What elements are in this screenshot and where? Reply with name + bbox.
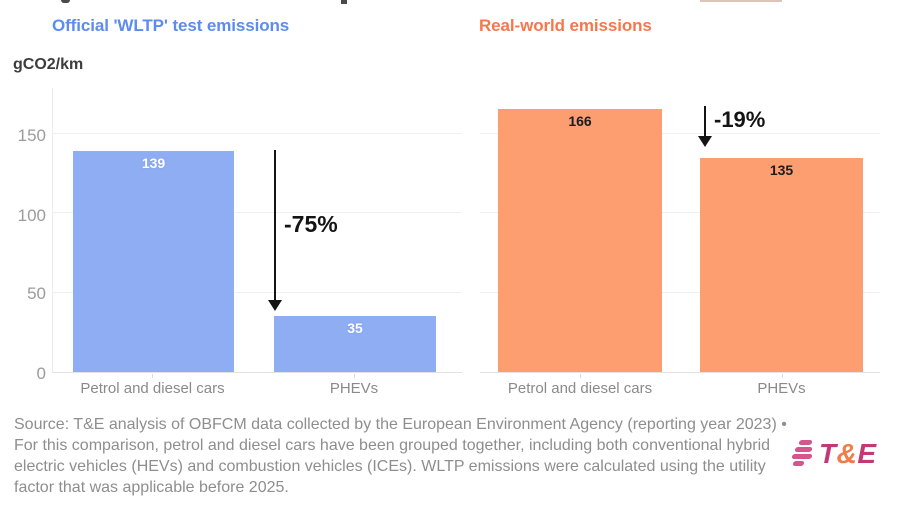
gridline-50 [53, 292, 462, 293]
x-axis-tick [580, 374, 581, 378]
x-axis-tick [782, 374, 783, 378]
wltp-decrease-annotation: -75% [284, 211, 338, 237]
source-line: factor that was applicable before 2025. [14, 479, 289, 496]
real-world-decrease-annotation: -19% [714, 107, 766, 132]
gridline-50 [480, 292, 880, 293]
gridline-150 [53, 133, 462, 134]
y-tick-100: 100 [17, 206, 46, 225]
arrow-head-icon [268, 300, 282, 311]
te-logo: T&E [791, 438, 877, 470]
cropped-title-fragment [341, 0, 347, 4]
y-tick-50: 50 [27, 284, 46, 303]
source-line: For this comparison, petrol and diesel c… [14, 437, 771, 454]
bar-real-world-petrol-diesel: 166 [498, 109, 662, 372]
bar-value-label: 135 [769, 162, 794, 178]
decrease-arrow-wltp [274, 150, 276, 301]
bar-value-label: 139 [141, 155, 166, 171]
bar-wltp-phevs: 35 [274, 316, 436, 372]
real-world-chart-plot: 166 135 [480, 88, 880, 373]
source-line: Source: T&E analysis of OBFCM data colle… [14, 416, 787, 433]
gridline-100 [480, 212, 880, 213]
te-speedlines-icon [791, 439, 813, 469]
category-label-wltp-phevs: PHEVs [329, 380, 379, 397]
bar-value-label: 35 [347, 320, 363, 336]
source-footnote: Source: T&E analysis of OBFCM data colle… [14, 414, 787, 498]
category-label-real-world-phevs: PHEVs [757, 380, 806, 397]
bar-wltp-petrol-diesel: 139 [73, 151, 234, 372]
x-axis-tick [354, 374, 355, 378]
wltp-chart-plot: 139 35 [52, 88, 462, 373]
cropped-title-fragment [61, 0, 70, 3]
y-axis-unit-label: gCO2/km [13, 56, 84, 73]
decrease-arrow-real-world [704, 106, 706, 137]
gridline-150 [480, 133, 880, 134]
source-line: electric vehicles (HEVs) and combustion … [14, 458, 766, 475]
x-axis-tick [152, 374, 153, 378]
cropped-legend-fragment [700, 0, 782, 2]
arrow-head-icon [698, 136, 712, 147]
real-world-chart-title: Real-world emissions [479, 16, 652, 35]
gridline-100 [53, 212, 462, 213]
category-label-real-world-petrol-diesel: Petrol and diesel cars [507, 380, 653, 397]
bar-real-world-phevs: 135 [700, 158, 863, 372]
bar-value-label: 166 [568, 113, 592, 129]
y-tick-150: 150 [17, 126, 46, 145]
wltp-chart-title: Official 'WLTP' test emissions [52, 16, 290, 35]
te-logo-text: T&E [819, 438, 877, 469]
y-tick-0: 0 [36, 364, 46, 383]
category-label-wltp-petrol-diesel: Petrol and diesel cars [80, 380, 225, 397]
